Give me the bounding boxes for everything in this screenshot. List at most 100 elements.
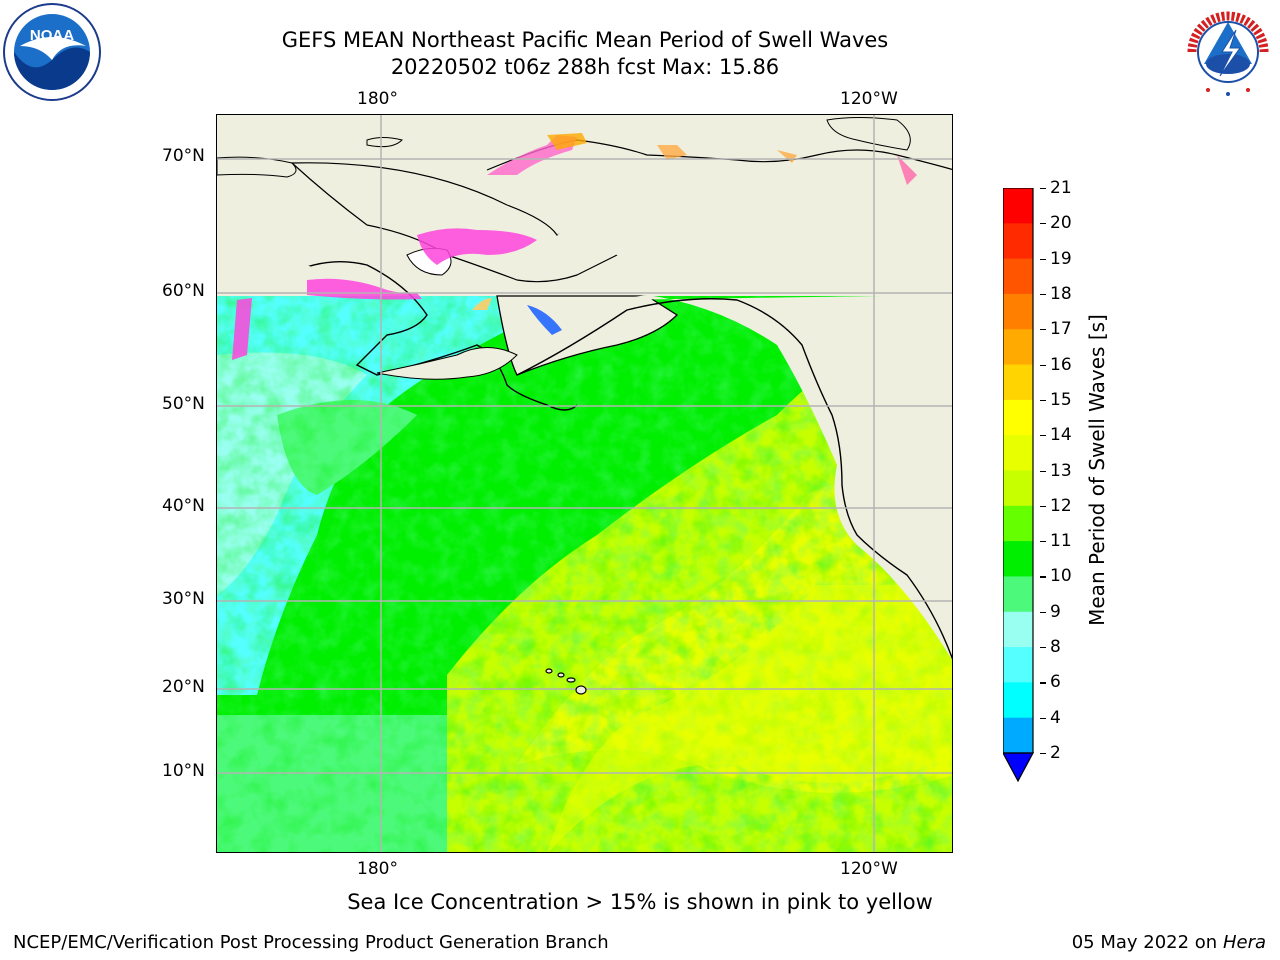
siberia-coast [217, 156, 297, 178]
colorbar-tick-label: 4 [1050, 707, 1061, 728]
credit-text: NCEP/EMC/Verification Post Processing Pr… [13, 932, 609, 953]
lat-label-50n: 50°N [162, 394, 205, 414]
colorbar-segment [1003, 717, 1033, 754]
colorbar-segment [1003, 541, 1033, 577]
colorbar-segment [1003, 647, 1033, 683]
alaska-interior [557, 158, 952, 296]
colorbar-tick-mark [1040, 611, 1046, 613]
wrangel-island [366, 137, 403, 148]
colorbar [1001, 187, 1043, 792]
north-america-land [612, 295, 952, 660]
lon-label-top-180: 180° [357, 89, 398, 109]
colorbar-tick-label: 9 [1050, 601, 1061, 622]
colorbar-tick-label: 13 [1050, 460, 1072, 481]
colorbar-tick-label: 19 [1050, 248, 1072, 269]
lat-label-30n: 30°N [162, 589, 205, 609]
yellow-wash [547, 585, 952, 852]
colorbar-ticks: 21 20 19 18 17 16 15 14 13 12 11 10 9 8 6 4 2 [1040, 178, 1090, 780]
colorbar-tick-label: 12 [1050, 495, 1072, 516]
colorbar-tick-mark [1040, 647, 1046, 649]
colorbar-tick-mark [1040, 223, 1046, 225]
colorbar-tick-label: 15 [1050, 389, 1072, 410]
colorbar-tick-mark [1040, 753, 1046, 755]
colorbar-tick-mark [1040, 576, 1046, 578]
lat-label-40n: 40°N [162, 496, 205, 516]
colorbar-tick-mark [1040, 682, 1046, 684]
colorbar-tick-label: 10 [1050, 566, 1072, 587]
sea-ice-beaufort [657, 145, 687, 160]
colorbar-tick-label: 20 [1050, 213, 1072, 234]
colorbar-segment [1003, 399, 1033, 436]
colorbar-segment [1003, 329, 1033, 366]
colorbar-segment [1003, 293, 1033, 330]
colorbar-under-arrow [1001, 752, 1035, 783]
host-name: Hera [1222, 932, 1266, 953]
map-panel [216, 114, 953, 853]
sea-ice-norton-sound [417, 228, 537, 265]
swell-period-field [217, 115, 952, 852]
graticule [217, 115, 952, 852]
sea-ice-mackenzie [897, 155, 917, 185]
noaa-wordmark: NOAA [30, 27, 74, 44]
map-title: GEFS MEAN Northeast Pacific Mean Period … [281, 28, 889, 52]
lon-label-bottom-180: 180° [357, 859, 398, 879]
arctic-island [826, 117, 911, 151]
colorbar-segment [1003, 258, 1033, 295]
date-text: 05 May 2022 on [1071, 932, 1218, 953]
colorbar-tick-mark [1040, 505, 1046, 507]
colorbar-tick-label: 14 [1050, 425, 1072, 446]
sea-ice-chukchi-edge [547, 133, 587, 150]
sea-ice-bering [307, 278, 422, 300]
colorbar-segment [1003, 435, 1033, 471]
lat-label-10n: 10°N [162, 761, 205, 781]
lat-label-60n: 60°N [162, 281, 205, 301]
colorbar-tick-mark [1040, 435, 1046, 437]
colorbar-tick-mark [1040, 364, 1046, 366]
coastline-west [516, 298, 952, 660]
hawaii-islands [545, 668, 587, 695]
colorbar-tick-mark [1040, 470, 1046, 472]
alaska-north-slope [290, 162, 619, 283]
colorbar-tick-mark [1040, 258, 1046, 260]
alaska-west-coast [376, 347, 518, 380]
nws-emblem-icon [1180, 4, 1276, 100]
sea-ice-caption: Sea Ice Concentration > 15% is shown in … [347, 890, 933, 914]
colorbar-segment [1003, 682, 1033, 719]
lat-label-70n: 70°N [162, 146, 205, 166]
colorbar-tick-mark [1040, 717, 1046, 719]
lat-label-20n: 20°N [162, 677, 205, 697]
map-subtitle: 20220502 t06z 288h fcst Max: 15.86 [390, 55, 780, 79]
colorbar-tick-label: 8 [1050, 637, 1061, 658]
colorbar-segment [1003, 611, 1033, 648]
coastline-bering [217, 260, 578, 411]
colorbar-tick-label: 16 [1050, 354, 1072, 375]
colorbar-tick-label: 18 [1050, 283, 1072, 304]
colorbar-tick-label: 17 [1050, 319, 1072, 340]
colorbar-tick-mark [1040, 329, 1046, 331]
colorbar-segment [1003, 188, 1033, 224]
date-stamp: 05 May 2022 on Hera [1072, 932, 1266, 953]
colorbar-tick-mark [1040, 541, 1046, 543]
colorbar-segment [1003, 576, 1033, 613]
colorbar-segment [1003, 505, 1033, 542]
chukotka-land [217, 256, 327, 296]
colorbar-tick-label: 11 [1050, 531, 1072, 552]
colorbar-segment [1003, 470, 1033, 507]
colorbar-outline [1002, 187, 1034, 754]
colorbar-tick-mark [1040, 188, 1046, 190]
sea-ice-patch [472, 298, 492, 310]
colorbar-tick-label: 2 [1050, 743, 1061, 763]
lon-label-bottom-120w: 120°W [840, 859, 898, 879]
sea-ice-bristol [527, 305, 562, 335]
colorbar-scale [1001, 187, 1035, 783]
colorbar-tick-label: 6 [1050, 672, 1061, 693]
colorbar-tick-label: 21 [1050, 178, 1072, 198]
colorbar-segment [1003, 364, 1033, 401]
noaa-emblem-icon: NOAA [3, 3, 101, 101]
colorbar-segment [1003, 223, 1033, 260]
nws-logo [1178, 2, 1278, 102]
lon-label-top-120w: 120°W [840, 89, 898, 109]
colorbar-tick-mark [1040, 293, 1046, 296]
colorbar-tick-mark [1040, 399, 1046, 402]
sea-ice-west [232, 298, 252, 360]
